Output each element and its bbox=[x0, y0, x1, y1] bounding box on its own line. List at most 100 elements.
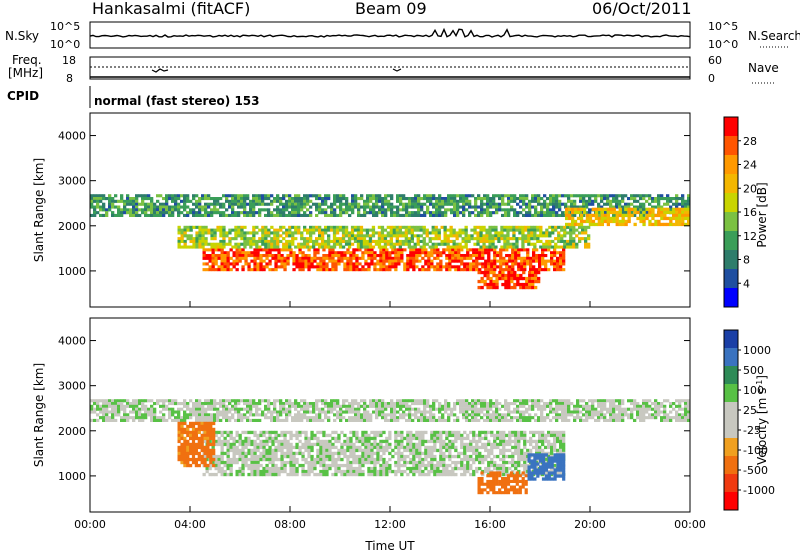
heatmap-cell bbox=[479, 237, 483, 241]
heatmap-cell bbox=[475, 442, 479, 447]
heatmap-cell bbox=[327, 225, 331, 229]
heatmap-cell bbox=[262, 430, 266, 435]
heatmap-cell bbox=[462, 197, 466, 201]
heatmap-cell bbox=[310, 460, 314, 465]
heatmap-cell bbox=[381, 407, 385, 411]
heatmap-cell bbox=[310, 469, 314, 474]
heatmap-cell bbox=[352, 265, 356, 269]
heatmap-cell bbox=[516, 282, 520, 287]
heatmap-cell bbox=[352, 433, 356, 438]
heatmap-cell bbox=[639, 194, 643, 198]
heatmap-cell bbox=[513, 211, 517, 215]
heatmap-cell bbox=[465, 208, 469, 212]
heatmap-cell bbox=[484, 454, 488, 459]
heatmap-cell bbox=[286, 248, 290, 252]
heatmap-cell bbox=[417, 208, 421, 212]
heatmap-cell bbox=[270, 194, 274, 198]
heatmap-cell bbox=[285, 416, 289, 420]
heatmap-cell bbox=[355, 248, 359, 252]
heatmap-cell bbox=[370, 448, 374, 453]
heatmap-cell bbox=[390, 205, 394, 209]
heatmap-cell bbox=[342, 197, 346, 201]
heatmap-cell bbox=[442, 430, 446, 435]
heatmap-cell bbox=[315, 228, 319, 232]
heatmap-cell bbox=[464, 237, 468, 241]
heatmap-cell bbox=[597, 213, 601, 217]
heatmap-cell bbox=[327, 402, 331, 406]
heatmap-cell bbox=[387, 194, 391, 198]
heatmap-cell bbox=[388, 457, 392, 462]
heatmap-cell bbox=[436, 439, 440, 444]
heatmap-cell bbox=[292, 251, 296, 255]
heatmap-cell bbox=[439, 265, 443, 269]
heatmap-cell bbox=[381, 404, 385, 408]
heatmap-cell bbox=[108, 402, 112, 406]
heatmap-cell bbox=[195, 399, 199, 403]
heatmap-cell bbox=[394, 442, 398, 447]
heatmap-cell bbox=[210, 237, 214, 241]
heatmap-cell bbox=[587, 237, 591, 241]
heatmap-cell bbox=[429, 194, 433, 198]
heatmap-cell bbox=[678, 222, 682, 227]
heatmap-cell bbox=[306, 402, 310, 406]
heatmap-cell bbox=[445, 469, 449, 474]
heatmap-cell bbox=[249, 418, 253, 422]
heatmap-cell bbox=[331, 442, 335, 447]
heatmap-cell bbox=[90, 205, 94, 209]
heatmap-cell bbox=[207, 228, 211, 232]
heatmap-cell bbox=[512, 225, 516, 229]
heatmap-cell bbox=[357, 402, 361, 406]
heatmap-cell bbox=[356, 242, 361, 246]
heatmap-cell bbox=[195, 239, 199, 243]
heatmap-cell bbox=[277, 472, 281, 477]
heatmap-cell bbox=[529, 268, 533, 272]
heatmap-cell bbox=[280, 442, 284, 447]
heatmap-cell bbox=[231, 205, 235, 209]
heatmap-cell bbox=[243, 242, 247, 246]
heatmap-cell bbox=[543, 213, 547, 217]
heatmap-cell bbox=[210, 197, 214, 201]
heatmap-cell bbox=[364, 439, 368, 444]
heatmap-cell bbox=[306, 197, 310, 201]
heatmap-cell bbox=[495, 273, 499, 278]
heatmap-cell bbox=[277, 433, 281, 438]
heatmap-cell bbox=[558, 208, 562, 212]
heatmap-cell bbox=[240, 194, 244, 198]
heatmap-cell bbox=[556, 251, 560, 255]
heatmap-cell bbox=[156, 211, 160, 215]
heatmap-cell bbox=[468, 205, 472, 209]
heatmap-cell bbox=[517, 439, 521, 444]
heatmap-cell bbox=[555, 211, 559, 215]
heatmap-cell bbox=[291, 239, 295, 243]
heatmap-cell bbox=[297, 225, 301, 229]
heatmap-cell bbox=[526, 259, 530, 263]
heatmap-cell bbox=[388, 436, 392, 441]
heatmap-cell bbox=[357, 197, 361, 201]
heatmap-cell bbox=[523, 268, 527, 272]
heatmap-cell bbox=[357, 211, 361, 215]
heatmap-cell bbox=[462, 194, 466, 198]
heatmap-cell bbox=[237, 410, 241, 414]
heatmap-cell bbox=[301, 259, 305, 263]
heatmap-cell bbox=[523, 466, 527, 471]
heatmap-cell bbox=[268, 457, 272, 462]
heatmap-cell bbox=[340, 442, 344, 447]
heatmap-cell bbox=[126, 197, 130, 201]
heatmap-cell bbox=[585, 202, 589, 206]
heatmap-cell bbox=[431, 242, 435, 246]
heatmap-cell bbox=[412, 466, 416, 471]
heatmap-cell bbox=[454, 439, 458, 444]
heatmap-cell bbox=[341, 234, 346, 238]
heatmap-cell bbox=[343, 451, 347, 456]
heatmap-cell bbox=[406, 460, 410, 465]
heatmap-cell bbox=[232, 254, 236, 258]
heatmap-cell bbox=[418, 433, 422, 438]
heatmap-cell bbox=[93, 205, 97, 209]
heatmap-cell bbox=[202, 248, 206, 252]
heatmap-cell bbox=[210, 407, 214, 411]
heatmap-cell bbox=[424, 262, 428, 266]
heatmap-cell bbox=[353, 239, 358, 243]
heatmap-cell bbox=[521, 234, 525, 238]
heatmap-cell bbox=[276, 410, 280, 414]
heatmap-cell bbox=[587, 225, 591, 229]
